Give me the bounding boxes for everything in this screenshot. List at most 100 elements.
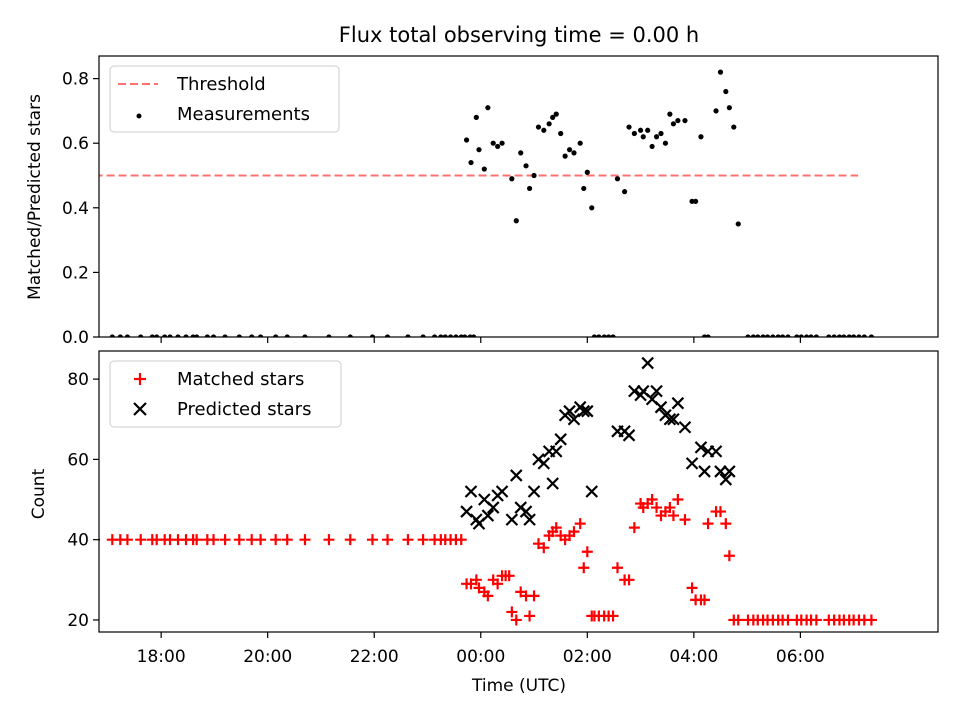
measurements-point	[541, 127, 547, 133]
matched-stars-point	[135, 534, 147, 546]
measurements-point	[442, 334, 448, 337]
measurements-point	[546, 121, 552, 127]
matched-stars-point	[470, 574, 482, 586]
matched-stars-point	[417, 534, 429, 546]
measurements-point	[675, 117, 681, 124]
measurements-point	[621, 189, 628, 195]
top-legend-box	[109, 65, 340, 133]
predicted-stars-point	[523, 513, 536, 526]
predicted-stars-point	[654, 400, 668, 414]
matched-stars-point	[233, 534, 245, 546]
matched-stars-point	[299, 534, 311, 546]
matched-stars-point	[121, 534, 133, 546]
measurements-point	[601, 334, 607, 337]
matched-stars-point	[574, 518, 586, 530]
measurements-point	[117, 334, 123, 337]
measurements-point	[755, 334, 761, 337]
measurements-point	[432, 334, 438, 337]
matched-stars-point	[191, 534, 203, 546]
x-tick-label: 22:00	[350, 647, 399, 667]
predicted-stars-point	[510, 469, 523, 482]
measurements-point	[637, 127, 644, 133]
predicted-stars-point	[537, 457, 551, 470]
measurements-point	[645, 127, 651, 133]
predicted-stars-point	[486, 501, 500, 514]
x-tick-label: 06:00	[776, 647, 825, 667]
predicted-stars-point	[563, 404, 576, 418]
measurements-point	[813, 334, 819, 337]
predicted-stars-point	[671, 396, 685, 410]
measurements-point	[670, 121, 677, 127]
matched-stars-point	[702, 518, 714, 530]
predicted-stars-point	[581, 404, 594, 418]
measurements-point	[347, 334, 353, 337]
bottom-plot: 20 40 60 80 18:00 20:00 22:00 00:00 02:00 04:00 0…	[29, 350, 939, 696]
predicted-stars-point	[519, 505, 533, 518]
measurements-point	[453, 334, 459, 337]
predicted-stars-point	[678, 420, 692, 434]
measurements-point	[667, 111, 673, 117]
matched-stars-point	[623, 574, 635, 586]
measurements-point	[731, 124, 737, 130]
measurements-point	[162, 334, 168, 337]
predicted-stars-point	[577, 404, 591, 418]
measurements-point	[808, 334, 814, 337]
matched-stars-point	[664, 502, 676, 514]
measurements-point	[785, 334, 791, 337]
bottom-plot-frame	[98, 350, 939, 633]
measurements-point	[831, 334, 837, 337]
measurements-point	[273, 334, 279, 337]
measurements-point	[553, 111, 559, 117]
matched-stars-point	[528, 590, 540, 602]
measurements-point	[581, 185, 587, 192]
top-plot: 0.00.20.40.60.8 Matched/Predicted stars …	[25, 55, 939, 348]
predicted-stars-point	[694, 441, 708, 454]
measurements-point	[614, 176, 621, 182]
measurements-point	[794, 334, 800, 337]
measurements-point	[577, 140, 583, 146]
predicted-stars-point	[495, 485, 509, 498]
measurements-point	[841, 334, 847, 337]
measurements-point	[566, 147, 573, 153]
legend-predicted-swatch	[133, 402, 147, 416]
measurements-point	[471, 334, 477, 337]
measurements-point	[523, 163, 529, 169]
predicted-stars-point	[622, 429, 636, 442]
x-tick-label: 20:00	[243, 647, 292, 667]
matched-stars-point	[402, 534, 414, 546]
y-tick-label: 80	[67, 370, 89, 390]
predicted-stars-point	[719, 473, 733, 486]
matched-stars-point	[510, 614, 522, 626]
measurements-point	[780, 334, 786, 337]
matched-stars-point	[255, 534, 267, 546]
measurements-point	[249, 334, 255, 337]
matched-stars-point	[651, 502, 663, 514]
measurements-point	[562, 153, 568, 159]
predicted-stars-point	[527, 485, 541, 498]
measurements-point	[124, 334, 131, 337]
top-legend: Threshold Measurements	[109, 65, 340, 133]
measurements-point	[463, 137, 470, 143]
measurements-point	[640, 134, 646, 140]
measurements-point	[420, 334, 426, 337]
measurements-point	[760, 334, 766, 337]
matched-stars-point	[607, 610, 619, 622]
top-y-axis-label: Matched/Predicted stars	[25, 94, 45, 300]
x-tick-label: 00:00	[456, 647, 505, 667]
measurements-point	[682, 117, 688, 124]
measurements-point	[626, 124, 632, 130]
matched-stars-point	[646, 494, 658, 506]
measurements-point	[302, 334, 308, 337]
x-axis-label: Time (UTC)	[471, 676, 566, 696]
matched-stars-point	[208, 534, 220, 546]
matched-stars-point	[865, 614, 877, 626]
matched-stars-point	[568, 526, 580, 538]
x-tick-label: 18:00	[137, 647, 186, 667]
measurements-point	[550, 114, 556, 120]
predicted-stars-point	[723, 465, 736, 478]
measurements-point	[745, 334, 751, 337]
measurements-point	[717, 69, 724, 75]
y-tick-label: 60	[67, 450, 89, 470]
predicted-stars-point	[460, 505, 473, 518]
measurements-point	[558, 130, 564, 137]
